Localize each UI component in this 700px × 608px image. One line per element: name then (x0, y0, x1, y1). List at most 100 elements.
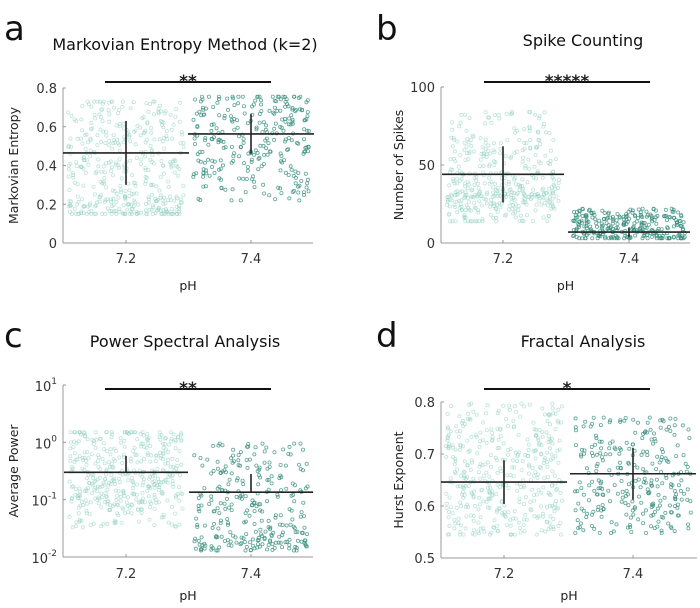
data-point (448, 429, 453, 434)
data-point (134, 191, 139, 196)
data-point (244, 177, 249, 182)
data-point (140, 474, 145, 479)
data-point (77, 493, 82, 498)
data-point (460, 418, 465, 423)
data-point (232, 127, 237, 132)
data-point (527, 126, 532, 131)
data-point (116, 111, 121, 116)
data-point (524, 202, 529, 207)
data-point (169, 504, 174, 509)
data-point (541, 485, 546, 490)
data-point (211, 105, 216, 110)
data-point (222, 501, 227, 506)
data-point (484, 499, 489, 504)
data-point (304, 185, 309, 190)
data-point (106, 108, 111, 113)
data-point (246, 441, 251, 446)
data-point (640, 236, 645, 241)
data-point (236, 452, 241, 457)
data-point (244, 532, 249, 537)
data-point (200, 463, 205, 468)
data-point (532, 514, 537, 519)
data-point (236, 458, 241, 463)
data-point (519, 401, 524, 406)
data-point (507, 407, 512, 412)
data-point (257, 112, 262, 117)
data-point (196, 538, 201, 543)
data-point (573, 416, 578, 421)
data-point (119, 187, 124, 192)
data-point (263, 127, 268, 132)
data-point (686, 427, 691, 432)
data-point (229, 198, 234, 203)
x-tick-label: 7.4 (241, 252, 262, 267)
data-point (520, 459, 525, 464)
data-point (492, 113, 497, 118)
data-point (160, 489, 165, 494)
data-point (292, 526, 297, 531)
data-point (615, 222, 620, 227)
data-point (148, 144, 153, 149)
data-point (495, 446, 500, 451)
data-point (555, 486, 560, 491)
data-point (296, 462, 301, 467)
data-point (172, 209, 177, 214)
data-point (98, 436, 103, 441)
data-point (138, 444, 143, 449)
data-point (240, 94, 245, 99)
data-point (489, 427, 494, 432)
panel-title: Markovian Entropy Method (k=2) (52, 35, 317, 54)
data-point (116, 195, 121, 200)
data-point (621, 217, 626, 222)
data-point (303, 171, 308, 176)
data-point (446, 212, 451, 217)
data-point (228, 530, 233, 535)
data-point (469, 434, 474, 439)
data-point (292, 499, 297, 504)
data-point (111, 196, 116, 201)
data-point (80, 141, 85, 146)
data-point (77, 454, 82, 459)
data-point (199, 493, 204, 498)
data-point (158, 193, 163, 198)
data-point (492, 525, 497, 530)
data-point (161, 125, 166, 130)
data-point (214, 126, 219, 131)
data-point (474, 219, 479, 224)
data-point (548, 514, 553, 519)
data-point (103, 476, 108, 481)
data-point (684, 469, 689, 474)
data-point (559, 404, 564, 409)
data-point (681, 453, 686, 458)
data-point (290, 107, 295, 112)
data-point (171, 484, 176, 489)
data-point (199, 94, 204, 99)
data-point (198, 455, 203, 460)
data-point (168, 112, 173, 117)
data-point (80, 104, 85, 109)
data-point (135, 482, 140, 487)
data-point (123, 430, 128, 435)
data-point (237, 176, 242, 181)
panel-c: c Power Spectral Analysis10-210-11001017.… (4, 316, 313, 603)
data-point (515, 452, 520, 457)
data-point (541, 215, 546, 220)
data-point (201, 170, 206, 175)
data-point (525, 180, 530, 185)
data-point (577, 208, 582, 213)
data-point (604, 221, 609, 226)
data-point (478, 526, 483, 531)
data-point (496, 112, 501, 117)
data-point (650, 234, 655, 239)
data-point (268, 149, 273, 154)
data-point (202, 523, 207, 528)
data-point (116, 476, 121, 481)
data-point (157, 482, 162, 487)
data-point (130, 486, 135, 491)
data-point (145, 451, 150, 456)
data-point (168, 430, 173, 435)
data-point (280, 545, 285, 550)
data-point (110, 146, 115, 151)
data-point (261, 162, 266, 167)
data-point (103, 129, 108, 134)
